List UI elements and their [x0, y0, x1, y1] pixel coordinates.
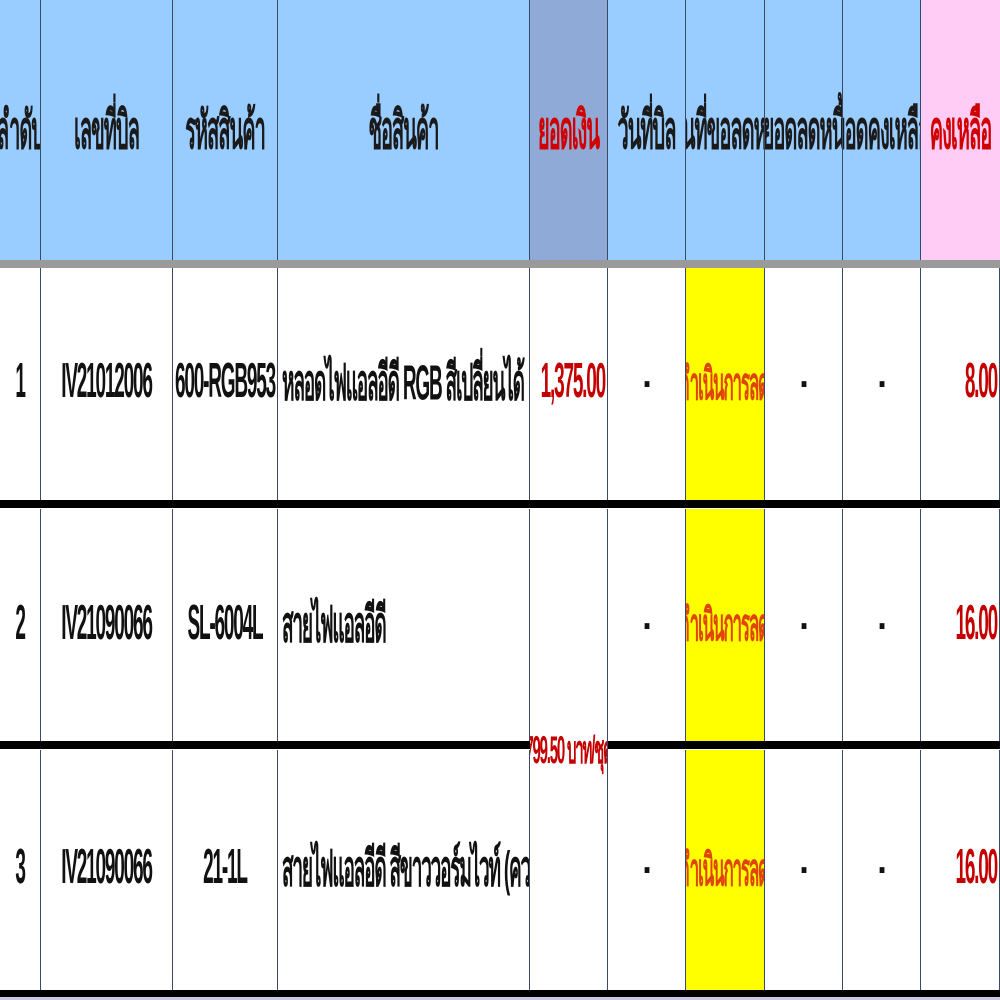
- row-separator: [608, 741, 1000, 749]
- cell-credit-amount: -: [765, 750, 843, 990]
- cell-status: รอดำเนินการลดหนี้: [686, 750, 765, 990]
- header-credit-request-date-label: วันที่ขอลดหนี้: [686, 104, 765, 162]
- cell-product-code: 21-1L: [173, 750, 278, 990]
- row-separator: [0, 741, 530, 749]
- cell-amount-merged-text: 799.50 บาท/ชุด: [530, 728, 608, 773]
- cell-bill-date-text: -: [643, 596, 650, 652]
- cell-amount-merged: 799.50 บาท/ชุด: [530, 509, 608, 990]
- cell-bill-no: IV21090066: [41, 509, 173, 742]
- header-no: ลำดับ: [0, 0, 41, 260]
- cell-product-name-text: สายไฟแอลอีดี: [282, 599, 387, 655]
- cell-remaining: 8.00: [921, 268, 1000, 500]
- header-product-name: ชื่อสินค้า: [278, 0, 530, 260]
- cell-status-text: รอดำเนินการลดหนี้: [686, 359, 764, 409]
- cell-remaining-text: 16.00: [955, 841, 998, 896]
- cell-credit-amount-text: -: [800, 355, 807, 410]
- cell-balance: -: [843, 268, 921, 500]
- cell-bill-no: IV21012006: [41, 268, 173, 500]
- cell-status: รอดำเนินการลดหนี้: [686, 509, 765, 742]
- cell-balance-text: -: [878, 355, 885, 410]
- cell-bill-date: -: [608, 268, 686, 500]
- cell-credit-amount: -: [765, 268, 843, 500]
- cell-no: 1: [0, 268, 41, 500]
- cell-product-code: SL-6004L: [173, 509, 278, 742]
- header-bill-no: เลขที่บิล: [41, 0, 173, 260]
- cell-credit-amount-text: -: [800, 841, 807, 896]
- cell-remaining-text: 16.00: [955, 596, 998, 652]
- cell-status-text: รอดำเนินการลดหนี้: [686, 600, 764, 651]
- row-separator: [0, 500, 1000, 508]
- cell-balance: -: [843, 750, 921, 990]
- cell-status-text: รอดำเนินการลดหนี้: [686, 845, 764, 895]
- cell-bill-no: IV21090066: [41, 750, 173, 990]
- cell-status: รอดำเนินการลดหนี้: [686, 268, 765, 500]
- cell-amount: 1,375.00: [530, 268, 608, 500]
- cell-balance-text: -: [878, 596, 885, 652]
- cell-bill-no-text: IV21090066: [61, 596, 153, 652]
- header-bill-date: วันที่บิล: [608, 0, 686, 260]
- cell-no-text: 3: [15, 841, 26, 896]
- header-product-code-label: รหัสสินค้า: [185, 104, 266, 162]
- row-separator: [0, 990, 1000, 998]
- cell-bill-date: -: [608, 750, 686, 990]
- cell-bill-no-text: IV21090066: [61, 841, 153, 896]
- header-bill-date-label: วันที่บิล: [617, 104, 676, 162]
- cell-product-name: สายไฟแอลอีดี: [278, 509, 530, 742]
- header-product-code: รหัสสินค้า: [173, 0, 278, 260]
- cell-remaining-text: 8.00: [964, 355, 998, 410]
- cell-product-code-text: 600-RGB953: [175, 355, 276, 410]
- cell-bill-date: -: [608, 509, 686, 742]
- cell-product-code-text: SL-6004L: [187, 596, 264, 652]
- header-no-label: ลำดับ: [0, 104, 41, 162]
- header-product-name-label: ชื่อสินค้า: [368, 104, 439, 162]
- header-amount-label: ยอดเงิน: [538, 104, 600, 162]
- cell-credit-amount: -: [765, 509, 843, 742]
- header-bill-no-label: เลขที่บิล: [74, 104, 140, 162]
- cell-product-code: 600-RGB953: [173, 268, 278, 500]
- cell-no-text: 2: [15, 596, 26, 652]
- header-credit-amount-label: ยอดลดหนี้: [765, 104, 843, 162]
- cell-credit-amount-text: -: [800, 596, 807, 652]
- cell-bill-date-text: -: [643, 841, 650, 896]
- cell-no-text: 1: [15, 355, 26, 410]
- header-remaining: คงเหลือ: [921, 0, 1000, 260]
- next-row-edge: [0, 997, 1000, 1000]
- cell-no: 2: [0, 509, 41, 742]
- cell-balance-text: -: [878, 841, 885, 896]
- cell-remaining: 16.00: [921, 750, 1000, 990]
- cell-product-name-text: หลอดไฟแอลอีดี RGB สีเปลี่ยนได้: [282, 358, 525, 413]
- cell-product-name-text: สายไฟแอลอีดี สีขาววอร์มไวท์ (ความยาว 500…: [282, 844, 530, 899]
- header-credit-amount: ยอดลดหนี้: [765, 0, 843, 260]
- cell-product-name: หลอดไฟแอลอีดี RGB สีเปลี่ยนได้: [278, 268, 530, 500]
- cell-remaining: 16.00: [921, 509, 1000, 742]
- cell-balance: -: [843, 509, 921, 742]
- header-credit-request-date: วันที่ขอลดหนี้: [686, 0, 765, 260]
- header-divider: [0, 260, 1000, 268]
- header-amount: ยอดเงิน: [530, 0, 608, 260]
- cell-no: 3: [0, 750, 41, 990]
- cell-product-name: สายไฟแอลอีดี สีขาววอร์มไวท์ (ความยาว 500…: [278, 750, 530, 990]
- cell-amount-text: 1,375.00: [540, 355, 607, 410]
- cell-bill-date-text: -: [643, 355, 650, 410]
- header-balance: ยอดคงเหลือ: [843, 0, 921, 260]
- header-remaining-label: คงเหลือ: [929, 104, 992, 162]
- header-balance-label: ยอดคงเหลือ: [843, 104, 920, 162]
- cell-product-code-text: 21-1L: [203, 841, 248, 896]
- cell-bill-no-text: IV21012006: [61, 355, 153, 410]
